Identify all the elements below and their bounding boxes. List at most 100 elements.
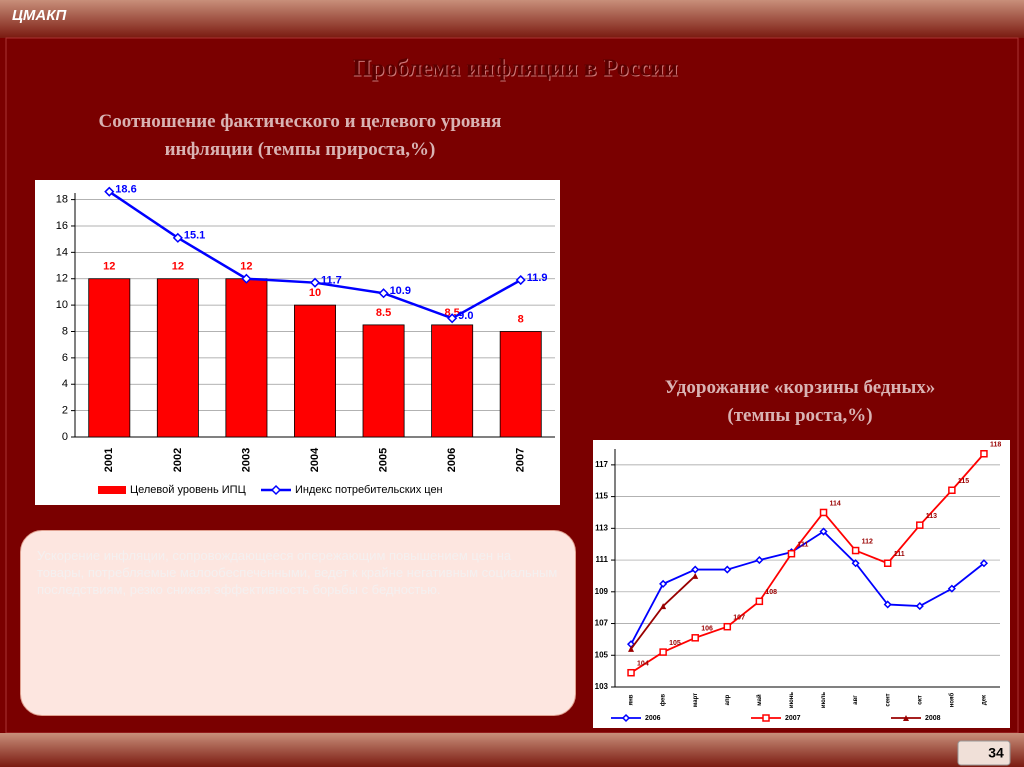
y-tick-label: 111 bbox=[596, 555, 609, 564]
title-line: (темпы роста,%) bbox=[727, 405, 873, 426]
bar-label: 12 bbox=[240, 261, 252, 273]
bar bbox=[362, 324, 405, 438]
marker bbox=[515, 274, 526, 286]
marker bbox=[723, 622, 732, 631]
y-tick-label: 115 bbox=[595, 492, 608, 501]
marker bbox=[241, 273, 252, 284]
marker bbox=[660, 603, 667, 610]
point-label: 11.7 bbox=[321, 275, 342, 287]
marker bbox=[980, 450, 988, 458]
bar bbox=[431, 324, 474, 438]
x-tick-label: 2002 bbox=[172, 448, 184, 472]
top-band bbox=[0, 0, 1024, 38]
page-box bbox=[957, 740, 1011, 766]
point-label: 112 bbox=[862, 538, 873, 545]
x-tick-label: 2003 bbox=[240, 448, 252, 472]
marker bbox=[948, 486, 956, 495]
title-line: Соотношение фактического и целевого уров… bbox=[98, 111, 502, 132]
bar bbox=[156, 278, 199, 438]
marker bbox=[172, 232, 183, 243]
y-tick-label: 16 bbox=[56, 220, 68, 232]
x-tick-label: 2005 bbox=[377, 448, 389, 472]
chart2-title: Удорожание «корзины бедных» (темпы роста,… bbox=[590, 374, 1010, 430]
y-tick-label: 14 bbox=[56, 246, 68, 258]
marker bbox=[883, 559, 892, 567]
point-label: 9.0 bbox=[458, 310, 473, 322]
marker bbox=[627, 668, 635, 677]
marker bbox=[819, 527, 828, 536]
point-label: 111 bbox=[797, 542, 808, 549]
marker bbox=[270, 484, 282, 496]
y-tick-label: 105 bbox=[595, 650, 609, 659]
x-tick-label: окт bbox=[917, 695, 923, 705]
y-tick-label: 6 bbox=[62, 352, 68, 364]
marker bbox=[916, 521, 924, 529]
x-tick-label: дек bbox=[982, 695, 988, 705]
marker bbox=[903, 715, 909, 721]
y-tick-label: 103 bbox=[595, 682, 609, 691]
y-tick-label: 18 bbox=[56, 194, 68, 206]
bar bbox=[88, 278, 131, 438]
bar-label: 12 bbox=[103, 261, 115, 273]
x-tick-label: сент bbox=[885, 693, 891, 706]
point-label: 18.6 bbox=[115, 184, 136, 196]
point-label: 15.1 bbox=[184, 230, 205, 242]
point-label: 115 bbox=[958, 478, 969, 485]
title-line: инфляции (темпы прироста,%) bbox=[164, 139, 436, 160]
marker bbox=[762, 714, 770, 722]
x-tick-label: фев bbox=[660, 694, 667, 707]
slide-title: Проблема инфляции в России bbox=[352, 56, 677, 82]
y-tick-label: 8 bbox=[62, 325, 68, 337]
marker bbox=[104, 186, 115, 197]
marker bbox=[947, 584, 956, 593]
x-tick-label: июль bbox=[821, 692, 827, 708]
marker bbox=[447, 313, 458, 324]
legend-label: 2007 bbox=[785, 715, 801, 722]
marker bbox=[755, 597, 764, 606]
bar bbox=[499, 331, 542, 438]
y-tick-label: 107 bbox=[595, 619, 609, 628]
x-tick-label: 2007 bbox=[515, 448, 527, 472]
note: Ускорение инфляции, сопровождающееся опе… bbox=[20, 530, 576, 716]
bar bbox=[294, 304, 336, 438]
series-line bbox=[630, 530, 985, 645]
point-label: 108 bbox=[765, 589, 777, 596]
bottom-band bbox=[0, 733, 1024, 767]
marker bbox=[691, 565, 700, 574]
bar-label: 12 bbox=[172, 261, 184, 273]
point-label: 114 bbox=[830, 500, 841, 507]
y-tick-label: 117 bbox=[595, 460, 608, 469]
marker bbox=[723, 565, 732, 574]
x-tick-label: март bbox=[693, 693, 699, 707]
legend-label: 2008 bbox=[925, 715, 941, 722]
marker bbox=[378, 288, 389, 299]
y-tick-label: 113 bbox=[595, 523, 608, 532]
chart2-panel bbox=[593, 440, 1010, 728]
point-label: 11.9 bbox=[527, 272, 548, 284]
x-tick-label: май bbox=[756, 694, 763, 706]
point-label: 106 bbox=[701, 626, 713, 633]
bar-label: 8.5 bbox=[376, 307, 391, 319]
page-number: 34 bbox=[988, 745, 1004, 761]
y-tick-label: 12 bbox=[56, 273, 68, 285]
marker bbox=[915, 602, 924, 611]
x-tick-label: авг bbox=[853, 695, 859, 705]
legend-label: Индекс потребительских цен bbox=[295, 484, 443, 496]
marker bbox=[659, 648, 667, 656]
point-label: 111 bbox=[894, 551, 905, 558]
marker bbox=[755, 556, 764, 565]
legend-swatch bbox=[98, 486, 126, 494]
marker bbox=[787, 549, 796, 558]
marker bbox=[621, 713, 631, 723]
marker bbox=[979, 559, 989, 568]
logo: ЦМАКП bbox=[12, 7, 67, 24]
x-tick-label: 2001 bbox=[103, 448, 115, 472]
x-tick-label: 2006 bbox=[446, 448, 458, 472]
y-tick-label: 2 bbox=[62, 405, 68, 417]
marker bbox=[819, 508, 828, 517]
y-tick-label: 109 bbox=[595, 587, 609, 596]
marker bbox=[851, 546, 860, 555]
legend-label: Целевой уровень ИПЦ bbox=[130, 484, 246, 496]
